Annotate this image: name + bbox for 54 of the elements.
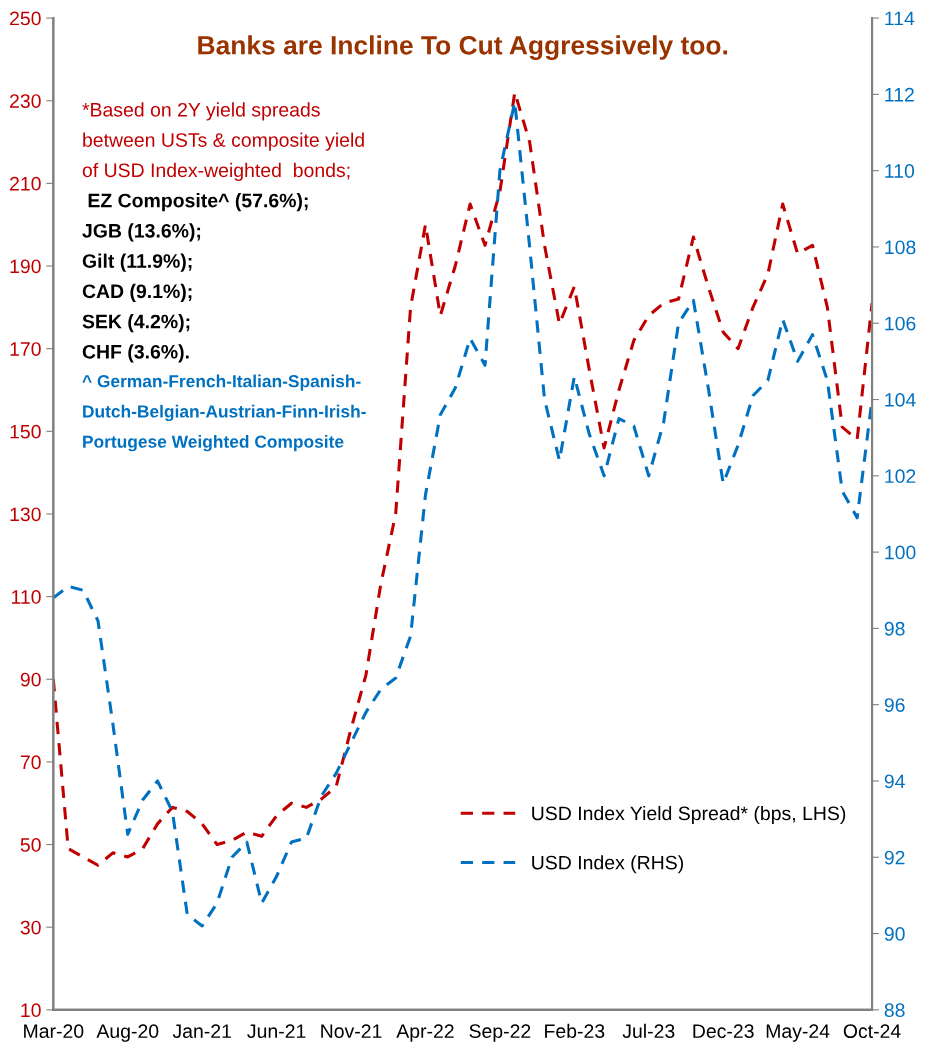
x-tick-label: Apr-22 — [396, 1024, 454, 1042]
y-tick-label: 70 — [20, 755, 41, 770]
y2-tick-label: 106 — [885, 316, 916, 331]
annotation: Portugese Weighted Composite — [83, 435, 344, 452]
x-tick-label: Nov-21 — [321, 1024, 382, 1039]
legend-label: USD Index Yield Spread* (bps, LHS) — [532, 805, 846, 825]
x-tick-label: Jan-21 — [172, 1024, 231, 1039]
y-tick-label: 250 — [10, 11, 41, 26]
y-tick-label: 110 — [11, 590, 41, 604]
annotation: JGB (13.6%); — [82, 223, 201, 242]
y-tick-label: 50 — [20, 838, 41, 852]
y2-tick-label: 98 — [884, 621, 905, 636]
y2-tick-label: 96 — [884, 698, 905, 712]
y2-tick-label: 90 — [884, 927, 905, 941]
x-tick-label: Jul-23 — [622, 1023, 675, 1039]
y2-tick-label: 108 — [885, 240, 916, 255]
annotation: between USTs & composite yield — [83, 132, 364, 151]
y-tick-label: 150 — [10, 424, 41, 439]
y2-tick-label: 102 — [885, 469, 916, 484]
y2-tick-label: 100 — [885, 545, 916, 560]
y-tick-label: 210 — [10, 176, 41, 191]
annotation: SEK (4.2%); — [82, 314, 190, 333]
x-tick-label: Dec-23 — [693, 1024, 754, 1039]
x-tick-label: Jun-21 — [247, 1024, 306, 1039]
annotation: EZ Composite^ (57.6%); — [88, 193, 308, 212]
y-tick-label: 10 — [21, 1003, 41, 1018]
annotation: CHF (3.6%). — [82, 344, 189, 363]
y-tick-label: 130 — [10, 507, 41, 522]
annotation: Dutch-Belgian-Austrian-Finn-Irish- — [83, 404, 366, 422]
y2-tick-label: 112 — [885, 87, 914, 102]
annotation: CAD (9.1%); — [82, 283, 192, 302]
x-tick-label: Sep-22 — [469, 1024, 531, 1042]
y-tick-label: 90 — [20, 672, 41, 687]
annotation: *Based on 2Y yield spreads — [82, 102, 320, 121]
legend-label: USD Index (RHS) — [532, 855, 683, 874]
y-tick-label: 170 — [10, 342, 41, 356]
x-tick-label: Aug-20 — [96, 1024, 159, 1042]
annotation: Gilt (11.9%); — [82, 253, 192, 272]
x-tick-label: May-24 — [766, 1024, 830, 1042]
x-tick-label: Feb-23 — [545, 1023, 605, 1039]
y-tick-label: 230 — [10, 94, 41, 108]
y2-tick-label: 94 — [884, 774, 905, 789]
y-tick-label: 30 — [20, 920, 41, 935]
text: Banks are Incline To Cut Aggressively too. — [198, 35, 728, 60]
x-tick-label: Oct-24 — [843, 1024, 901, 1039]
y2-tick-label: 88 — [884, 1003, 905, 1018]
y-tick-label: 190 — [10, 259, 41, 274]
annotation: of USD Index-weighted bonds; — [82, 162, 350, 181]
y2-tick-label: 104 — [885, 392, 916, 407]
y2-tick-label: 110 — [885, 164, 915, 178]
y2-tick-label: 92 — [884, 850, 905, 865]
x-tick-label: Mar-20 — [24, 1024, 84, 1039]
y2-tick-label: 114 — [885, 11, 915, 26]
annotation: ^ German-French-Italian-Spanish- — [82, 374, 361, 391]
